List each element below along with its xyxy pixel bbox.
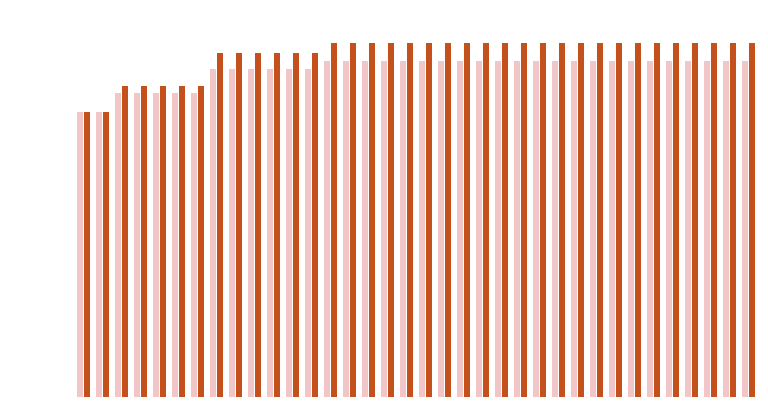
- bar: [286, 69, 292, 397]
- bar: [274, 53, 280, 397]
- bar: [635, 43, 641, 397]
- bar: [457, 61, 463, 397]
- bar: [628, 61, 634, 397]
- bar: [388, 43, 394, 397]
- bar: [578, 43, 584, 397]
- bar: [248, 69, 254, 397]
- bar: [502, 43, 508, 397]
- bar: [711, 43, 717, 397]
- bar: [191, 93, 197, 397]
- bar: [426, 43, 432, 397]
- bar: [400, 61, 406, 397]
- bar: [749, 43, 755, 397]
- bar: [692, 43, 698, 397]
- bar: [84, 112, 90, 397]
- bar: [673, 43, 679, 397]
- bar: [229, 69, 235, 397]
- bar: [476, 61, 482, 397]
- bar: [362, 61, 368, 397]
- bar: [305, 69, 311, 397]
- bar: [381, 61, 387, 397]
- bar: [483, 43, 489, 397]
- bar: [77, 112, 83, 397]
- bar: [704, 61, 710, 397]
- bar: [407, 43, 413, 397]
- bar: [654, 43, 660, 397]
- bar: [179, 86, 185, 397]
- bar: [103, 112, 109, 397]
- bar: [96, 112, 102, 397]
- bar: [267, 69, 273, 397]
- bar: [597, 43, 603, 397]
- bar: [134, 93, 140, 397]
- bar: [533, 61, 539, 397]
- bar: [419, 61, 425, 397]
- bar: [160, 86, 166, 397]
- bar: [742, 61, 748, 397]
- bar: [571, 61, 577, 397]
- bar: [141, 86, 147, 397]
- bar: [293, 53, 299, 397]
- bar: [331, 43, 337, 397]
- bar: [122, 86, 128, 397]
- bar: [647, 61, 653, 397]
- bar: [210, 69, 216, 397]
- bar: [438, 61, 444, 397]
- bar: [153, 93, 159, 397]
- bar: [198, 86, 204, 397]
- bar: [464, 43, 470, 397]
- bar: [666, 61, 672, 397]
- bar: [445, 43, 451, 397]
- bar: [115, 93, 121, 397]
- bar: [495, 61, 501, 397]
- bar: [514, 61, 520, 397]
- bar: [324, 61, 330, 397]
- bar: [343, 61, 349, 397]
- bar: [312, 53, 318, 397]
- bar: [172, 93, 178, 397]
- bar: [521, 43, 527, 397]
- bar: [609, 61, 615, 397]
- bar: [685, 61, 691, 397]
- bar: [369, 43, 375, 397]
- bar: [559, 43, 565, 397]
- bar: [540, 43, 546, 397]
- bar: [255, 53, 261, 397]
- bar: [350, 43, 356, 397]
- bar: [590, 61, 596, 397]
- bar: [236, 53, 242, 397]
- bar: [723, 61, 729, 397]
- bar: [552, 61, 558, 397]
- bar: [217, 53, 223, 397]
- bar: [730, 43, 736, 397]
- bar: [616, 43, 622, 397]
